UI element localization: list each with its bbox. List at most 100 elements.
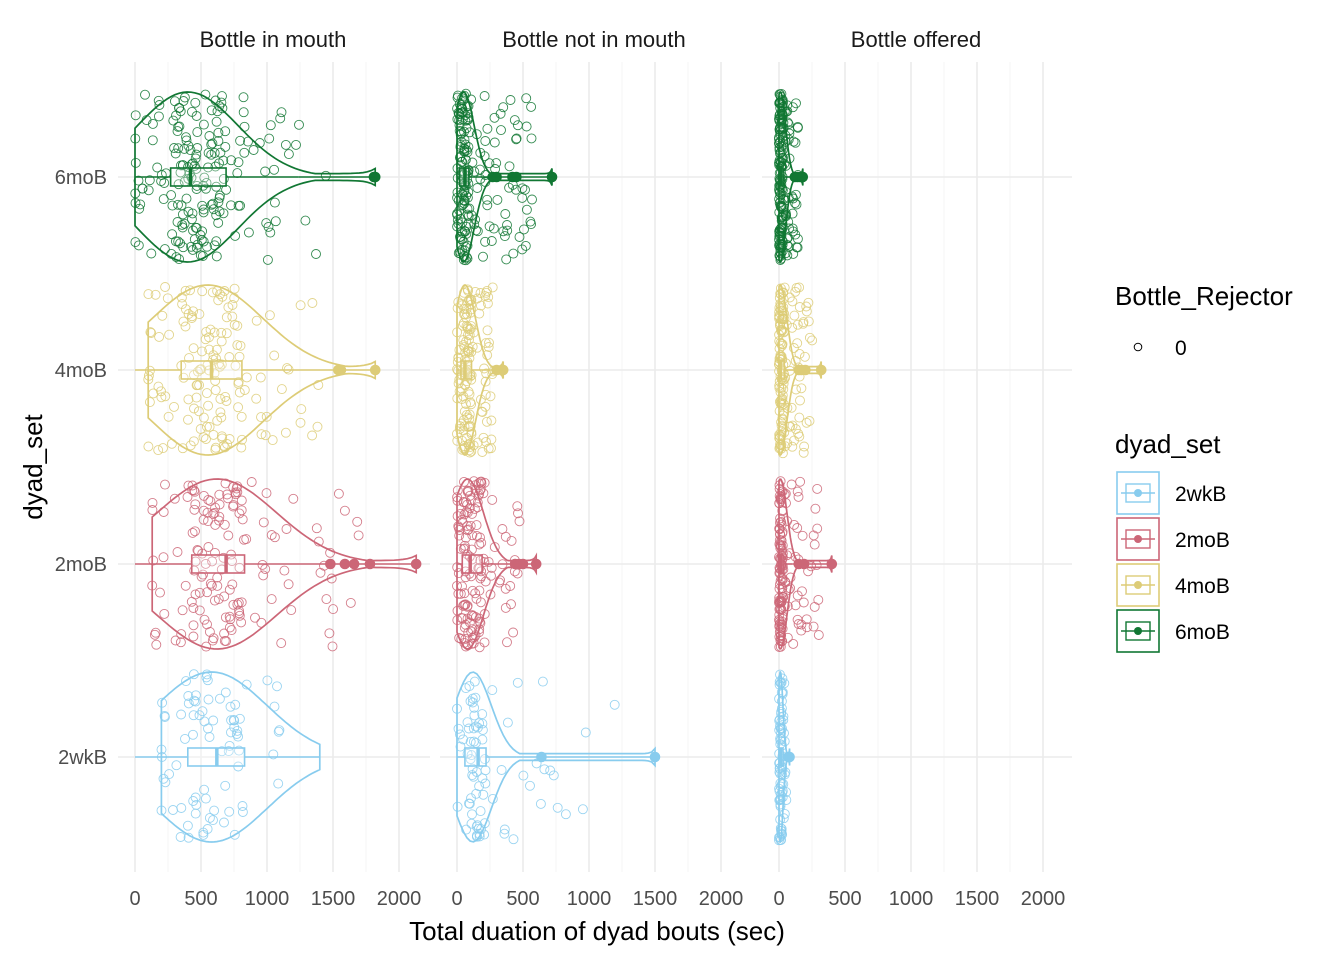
- jitter-point: [453, 297, 464, 307]
- jitter-point: [776, 201, 786, 212]
- jitter-point: [778, 293, 789, 304]
- jitter-point: [477, 718, 488, 729]
- jitter-point: [158, 552, 169, 563]
- jitter-point: [778, 399, 789, 410]
- jitter-point: [785, 421, 796, 432]
- jitter-point: [775, 814, 786, 825]
- jitter-point: [146, 248, 157, 259]
- jitter-point: [216, 97, 227, 108]
- jitter-point: [463, 142, 474, 152]
- jitter-point: [174, 254, 185, 265]
- jitter-point: [159, 244, 170, 255]
- series-6moB: [130, 89, 381, 265]
- jitter-point: [779, 158, 790, 169]
- jitter-point: [353, 530, 364, 541]
- jitter-point: [158, 443, 168, 454]
- jitter-point: [221, 396, 232, 406]
- jitter-point: [227, 579, 238, 590]
- jitter-point: [463, 486, 474, 496]
- jitter-point: [520, 240, 531, 251]
- jitter-point: [786, 402, 797, 413]
- jitter-point: [480, 778, 491, 789]
- jitter-point: [486, 434, 497, 445]
- jitter-point: [471, 831, 482, 842]
- jitter-point: [475, 618, 486, 629]
- jitter-point: [207, 138, 218, 149]
- jitter-point: [198, 236, 209, 247]
- jitter-point: [468, 771, 479, 782]
- color-legend-label: 2wkB: [1175, 483, 1226, 506]
- jitter-point: [775, 604, 786, 614]
- jitter-point: [218, 552, 229, 563]
- jitter-point: [783, 216, 794, 227]
- jitter-point: [315, 567, 326, 578]
- jitter-point: [499, 824, 510, 835]
- jitter-point: [201, 388, 212, 399]
- jitter-point: [190, 696, 201, 707]
- jitter-point: [462, 717, 473, 728]
- jitter-point: [462, 147, 473, 158]
- jitter-point: [133, 240, 144, 251]
- jitter-point: [548, 770, 559, 781]
- jitter-point: [469, 219, 480, 230]
- jitter-point: [236, 617, 247, 628]
- jitter-point: [239, 385, 250, 395]
- jitter-point: [776, 420, 787, 431]
- jitter-point: [463, 296, 473, 307]
- series-6moB: [774, 88, 809, 265]
- jitter-point: [199, 614, 210, 625]
- jitter-point: [459, 497, 470, 508]
- jitter-point: [489, 137, 500, 148]
- jitter-point: [514, 232, 525, 242]
- jitter-point: [208, 633, 219, 644]
- jitter-point: [143, 289, 154, 300]
- jitter-point: [482, 350, 493, 361]
- jitter-point: [272, 681, 282, 692]
- jitter-point: [801, 301, 812, 312]
- jitter-point: [456, 613, 467, 623]
- jitter-point: [295, 300, 306, 311]
- jitter-point: [775, 669, 785, 680]
- jitter-point: [198, 432, 209, 443]
- jitter-point: [212, 580, 223, 591]
- jitter-point: [777, 623, 788, 634]
- jitter-point: [276, 384, 287, 395]
- jitter-point: [183, 394, 194, 405]
- jitter-point: [774, 224, 785, 235]
- jitter-point: [466, 818, 477, 829]
- jitter-point: [774, 194, 785, 204]
- jitter-point: [775, 97, 786, 108]
- jitter-point: [455, 588, 466, 599]
- jitter-point: [500, 531, 511, 542]
- jitter-point: [472, 183, 483, 193]
- jitter-point: [513, 508, 523, 519]
- jitter-point: [333, 488, 344, 499]
- jitter-point: [517, 244, 528, 255]
- jitter-point: [460, 543, 471, 554]
- jitter-point: [774, 693, 785, 704]
- jitter-point: [130, 133, 141, 144]
- jitter-point: [200, 793, 211, 804]
- jitter-point: [459, 476, 469, 487]
- jitter-point: [469, 702, 480, 713]
- jitter-point: [460, 683, 471, 694]
- jitter-point: [502, 637, 512, 648]
- jitter-point: [198, 490, 209, 501]
- color-legend-label: 6moB: [1175, 621, 1230, 644]
- jitter-point: [777, 486, 788, 497]
- mark-layer: [130, 88, 838, 846]
- jitter-point: [256, 412, 266, 423]
- jitter-point: [233, 402, 244, 413]
- box: [190, 554, 246, 574]
- jitter-point: [479, 557, 490, 568]
- jitter-point: [273, 726, 284, 737]
- jitter-point: [774, 620, 785, 631]
- jitter-point: [230, 230, 241, 241]
- jitter-point: [239, 147, 250, 158]
- jitter-point: [189, 486, 200, 497]
- jitter-point: [482, 123, 493, 134]
- jitter-point: [170, 635, 181, 646]
- jitter-point: [477, 725, 488, 735]
- jitter-point: [145, 327, 156, 338]
